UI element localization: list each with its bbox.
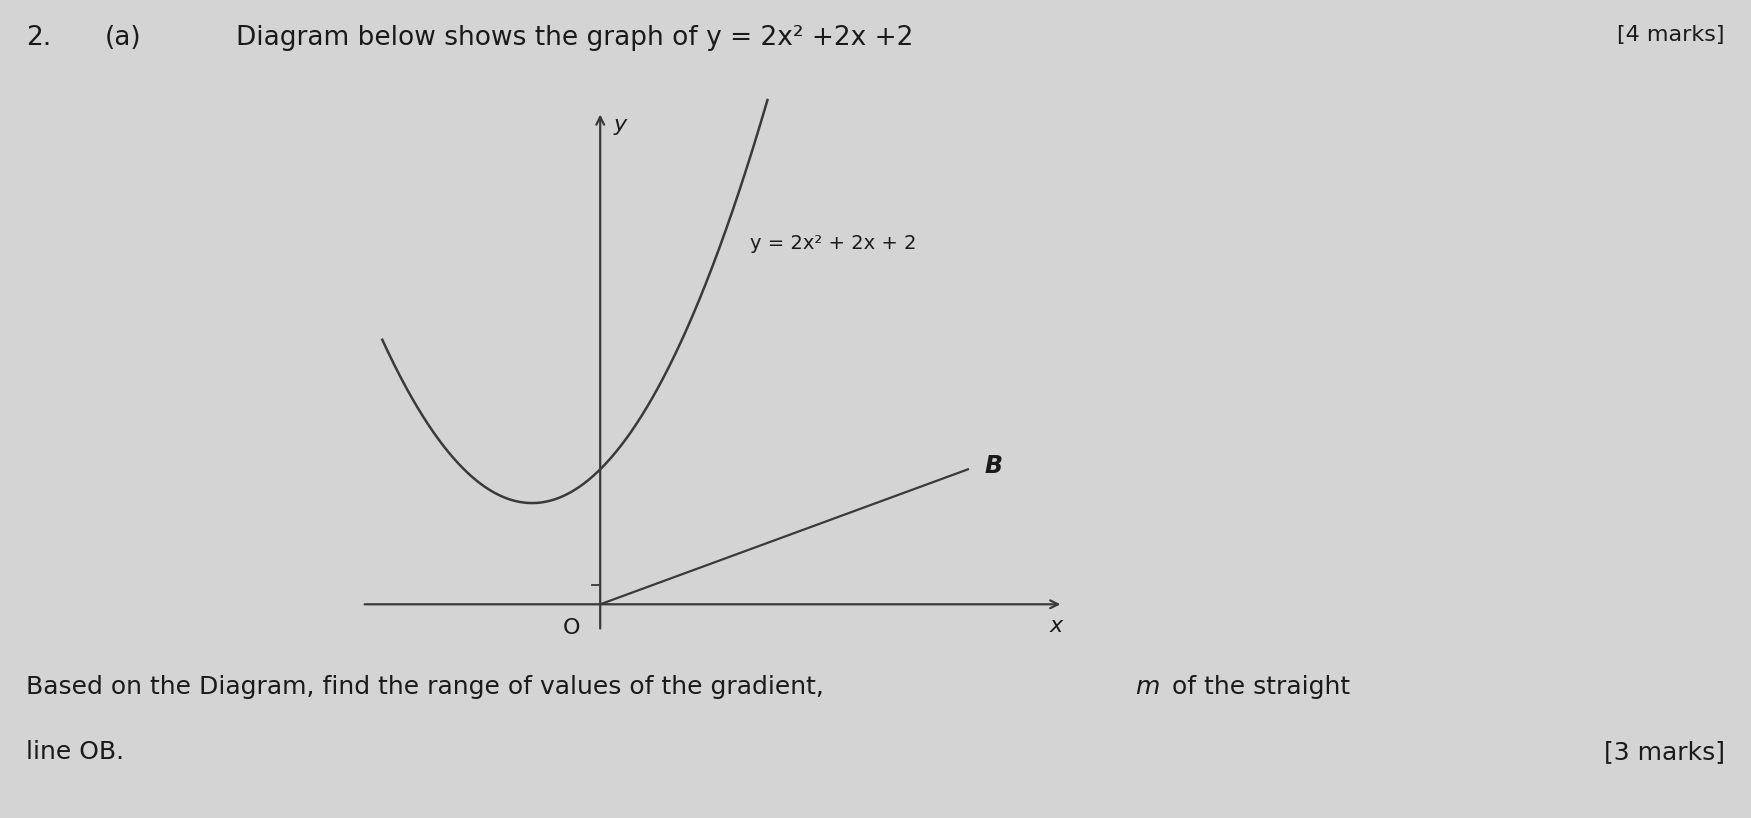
Text: [3 marks]: [3 marks]: [1604, 740, 1725, 764]
Text: of the straight: of the straight: [1164, 675, 1350, 699]
Text: y = 2x² + 2x + 2: y = 2x² + 2x + 2: [749, 235, 916, 254]
Text: m: m: [1135, 675, 1159, 699]
Text: line OB.: line OB.: [26, 740, 124, 764]
Text: [4 marks]: [4 marks]: [1618, 25, 1725, 44]
Text: x: x: [1051, 617, 1063, 636]
Text: Diagram below shows the graph of y = 2x² +2x +2: Diagram below shows the graph of y = 2x²…: [236, 25, 914, 51]
Text: O: O: [562, 618, 580, 638]
Text: y: y: [615, 115, 627, 135]
Text: 2.: 2.: [26, 25, 51, 51]
Text: (a): (a): [105, 25, 142, 51]
Text: Based on the Diagram, find the range of values of the gradient,: Based on the Diagram, find the range of …: [26, 675, 832, 699]
Text: B: B: [984, 454, 1002, 478]
